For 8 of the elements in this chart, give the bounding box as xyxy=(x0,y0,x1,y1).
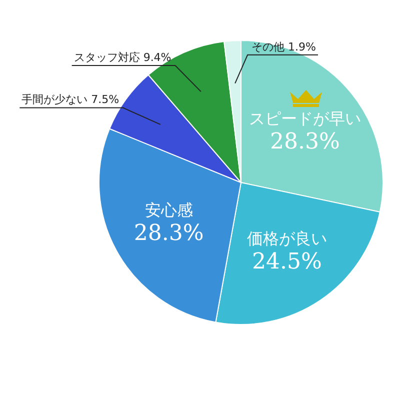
data-label: 24.5% xyxy=(252,250,322,275)
slice-label: スタッフ対応 9.4% xyxy=(74,50,172,64)
slice-label: 安心感 xyxy=(144,200,193,220)
slice-label: 手間が少ない 7.5% xyxy=(22,93,120,106)
data-label: 28.3% xyxy=(134,220,204,246)
data-label: 28.3% xyxy=(270,129,340,154)
slice-label: スピードが早い xyxy=(249,108,361,128)
slice-label: 価格が良い xyxy=(246,229,327,248)
